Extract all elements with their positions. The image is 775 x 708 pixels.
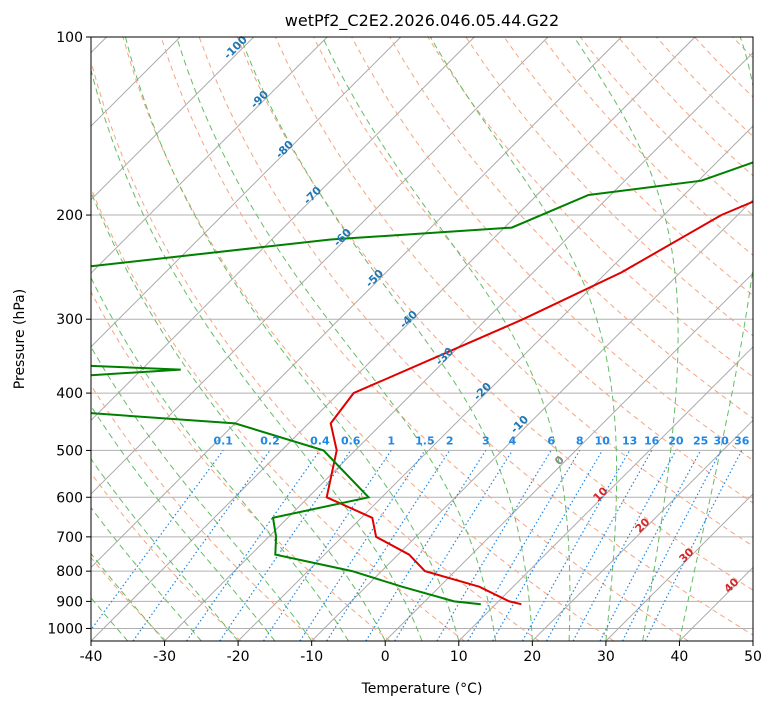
dewpoint-profile-line — [91, 161, 753, 606]
mixing-ratio-line — [219, 450, 352, 641]
dry-adiabat — [160, 37, 689, 641]
dry-adiabat — [313, 37, 753, 504]
isotherm-gridline — [91, 37, 328, 274]
y-tick-label: 200 — [56, 208, 83, 224]
x-tick-label: 0 — [381, 649, 390, 665]
mixing-ratio-label: 8 — [576, 434, 584, 447]
moist-adiabat — [429, 37, 618, 641]
mixing-ratio-line — [521, 450, 631, 641]
isotherm-gridline — [237, 125, 753, 641]
mixing-ratio-line — [546, 450, 653, 641]
dry-adiabat — [351, 37, 753, 461]
moist-adiabat — [176, 37, 497, 641]
isotherm-gridline — [605, 493, 753, 641]
mixing-ratio-line — [91, 450, 224, 631]
dry-adiabat — [91, 290, 391, 641]
mixing-ratio-label: 16 — [644, 434, 660, 447]
y-axis-label: Pressure (hPa) — [12, 289, 28, 389]
mixing-ratio-label: 1.5 — [415, 434, 435, 447]
dry-adiabat — [389, 37, 753, 419]
isotherm-gridline — [458, 346, 753, 641]
mixing-ratio-label: 0.6 — [341, 434, 361, 447]
isotherm-gridline — [311, 198, 753, 641]
x-tick-label: 10 — [450, 649, 468, 665]
y-tick-label: 1000 — [47, 622, 83, 638]
y-tick-label: 600 — [56, 490, 83, 506]
moist-adiabat — [91, 345, 313, 641]
mixing-ratio-line — [186, 450, 321, 641]
y-tick-label: 900 — [56, 594, 83, 610]
mixing-ratio-label: 1 — [387, 434, 395, 447]
mixing-ratio-label: 2 — [446, 434, 454, 447]
isotherm-gridline — [91, 37, 255, 201]
x-tick-label: 20 — [523, 649, 541, 665]
y-tick-label: 500 — [56, 443, 83, 459]
dry-adiabat — [503, 37, 753, 297]
mixing-ratio-line — [326, 450, 451, 641]
mixing-ratio-line — [394, 450, 513, 641]
dry-adiabat — [91, 59, 540, 641]
mixing-ratio-line — [572, 450, 677, 641]
isotherm-gridline — [164, 51, 753, 641]
y-tick-label: 700 — [56, 530, 83, 546]
mixing-ratio-line — [299, 450, 426, 641]
isotherm-gridline — [91, 37, 549, 495]
temperature-profile-line — [325, 200, 753, 606]
y-tick-label: 100 — [56, 30, 83, 46]
dry-adiabat — [122, 37, 614, 641]
moist-adiabat — [91, 405, 276, 641]
dry-adiabat — [91, 472, 242, 641]
moist-adiabat — [678, 37, 753, 641]
mixing-ratio-label: 0.4 — [310, 434, 330, 447]
isotherm-gridline — [384, 272, 753, 641]
mixing-ratio-label: 0.2 — [260, 434, 280, 447]
mixing-ratio-label: 4 — [509, 434, 517, 447]
mixing-ratio-line — [644, 450, 743, 641]
y-tick-label: 400 — [56, 386, 83, 402]
dry-adiabat — [91, 556, 167, 641]
mixing-ratio-label: 20 — [668, 434, 684, 447]
moist-adiabat — [91, 506, 202, 641]
mixing-ratio-label: 6 — [547, 434, 555, 447]
moist-adiabat — [573, 37, 679, 641]
x-tick-label: -30 — [153, 649, 176, 665]
dry-adiabat — [465, 37, 753, 337]
y-tick-label: 800 — [56, 564, 83, 580]
isotherm-gridline — [91, 37, 622, 569]
y-tick-label: 300 — [56, 312, 83, 328]
isotherm-gridline — [91, 37, 475, 422]
dry-adiabat — [91, 186, 465, 641]
mixing-ratio-label: 30 — [713, 434, 729, 447]
mixing-ratio-label: 10 — [595, 434, 611, 447]
x-tick-label: -40 — [80, 649, 103, 665]
dry-adiabat — [274, 37, 753, 547]
moist-adiabat — [322, 37, 571, 641]
moist-adiabat — [91, 67, 423, 641]
x-tick-label: 30 — [597, 649, 615, 665]
mixing-ratio-label: 0.1 — [213, 434, 233, 447]
dry-adiabat — [236, 37, 753, 591]
x-tick-label: -20 — [227, 649, 250, 665]
moist-adiabat — [91, 457, 239, 641]
x-axis-label: Temperature (°C) — [361, 681, 483, 697]
dry-adiabat — [91, 384, 316, 641]
mixing-ratio-label: 36 — [734, 434, 750, 447]
moist-adiabat — [240, 37, 533, 641]
mixing-ratio-label: 13 — [622, 434, 637, 447]
mixing-ratio-line — [132, 450, 271, 641]
mixing-ratio-line — [262, 450, 392, 641]
x-tick-label: 50 — [744, 649, 762, 665]
chart-title: wetPf2_C2E2.2026.046.05.44.G22 — [285, 11, 559, 31]
mixing-ratio-label: 25 — [693, 434, 708, 447]
x-tick-label: 40 — [670, 649, 688, 665]
dry-adiabat — [198, 37, 753, 636]
isotherm-gridline — [531, 419, 753, 641]
plot-frame — [90, 36, 754, 642]
moist-adiabat — [91, 190, 386, 641]
x-tick-label: -10 — [300, 649, 323, 665]
mixing-ratio-label: 3 — [482, 434, 490, 447]
isotherm-gridline — [91, 37, 402, 348]
